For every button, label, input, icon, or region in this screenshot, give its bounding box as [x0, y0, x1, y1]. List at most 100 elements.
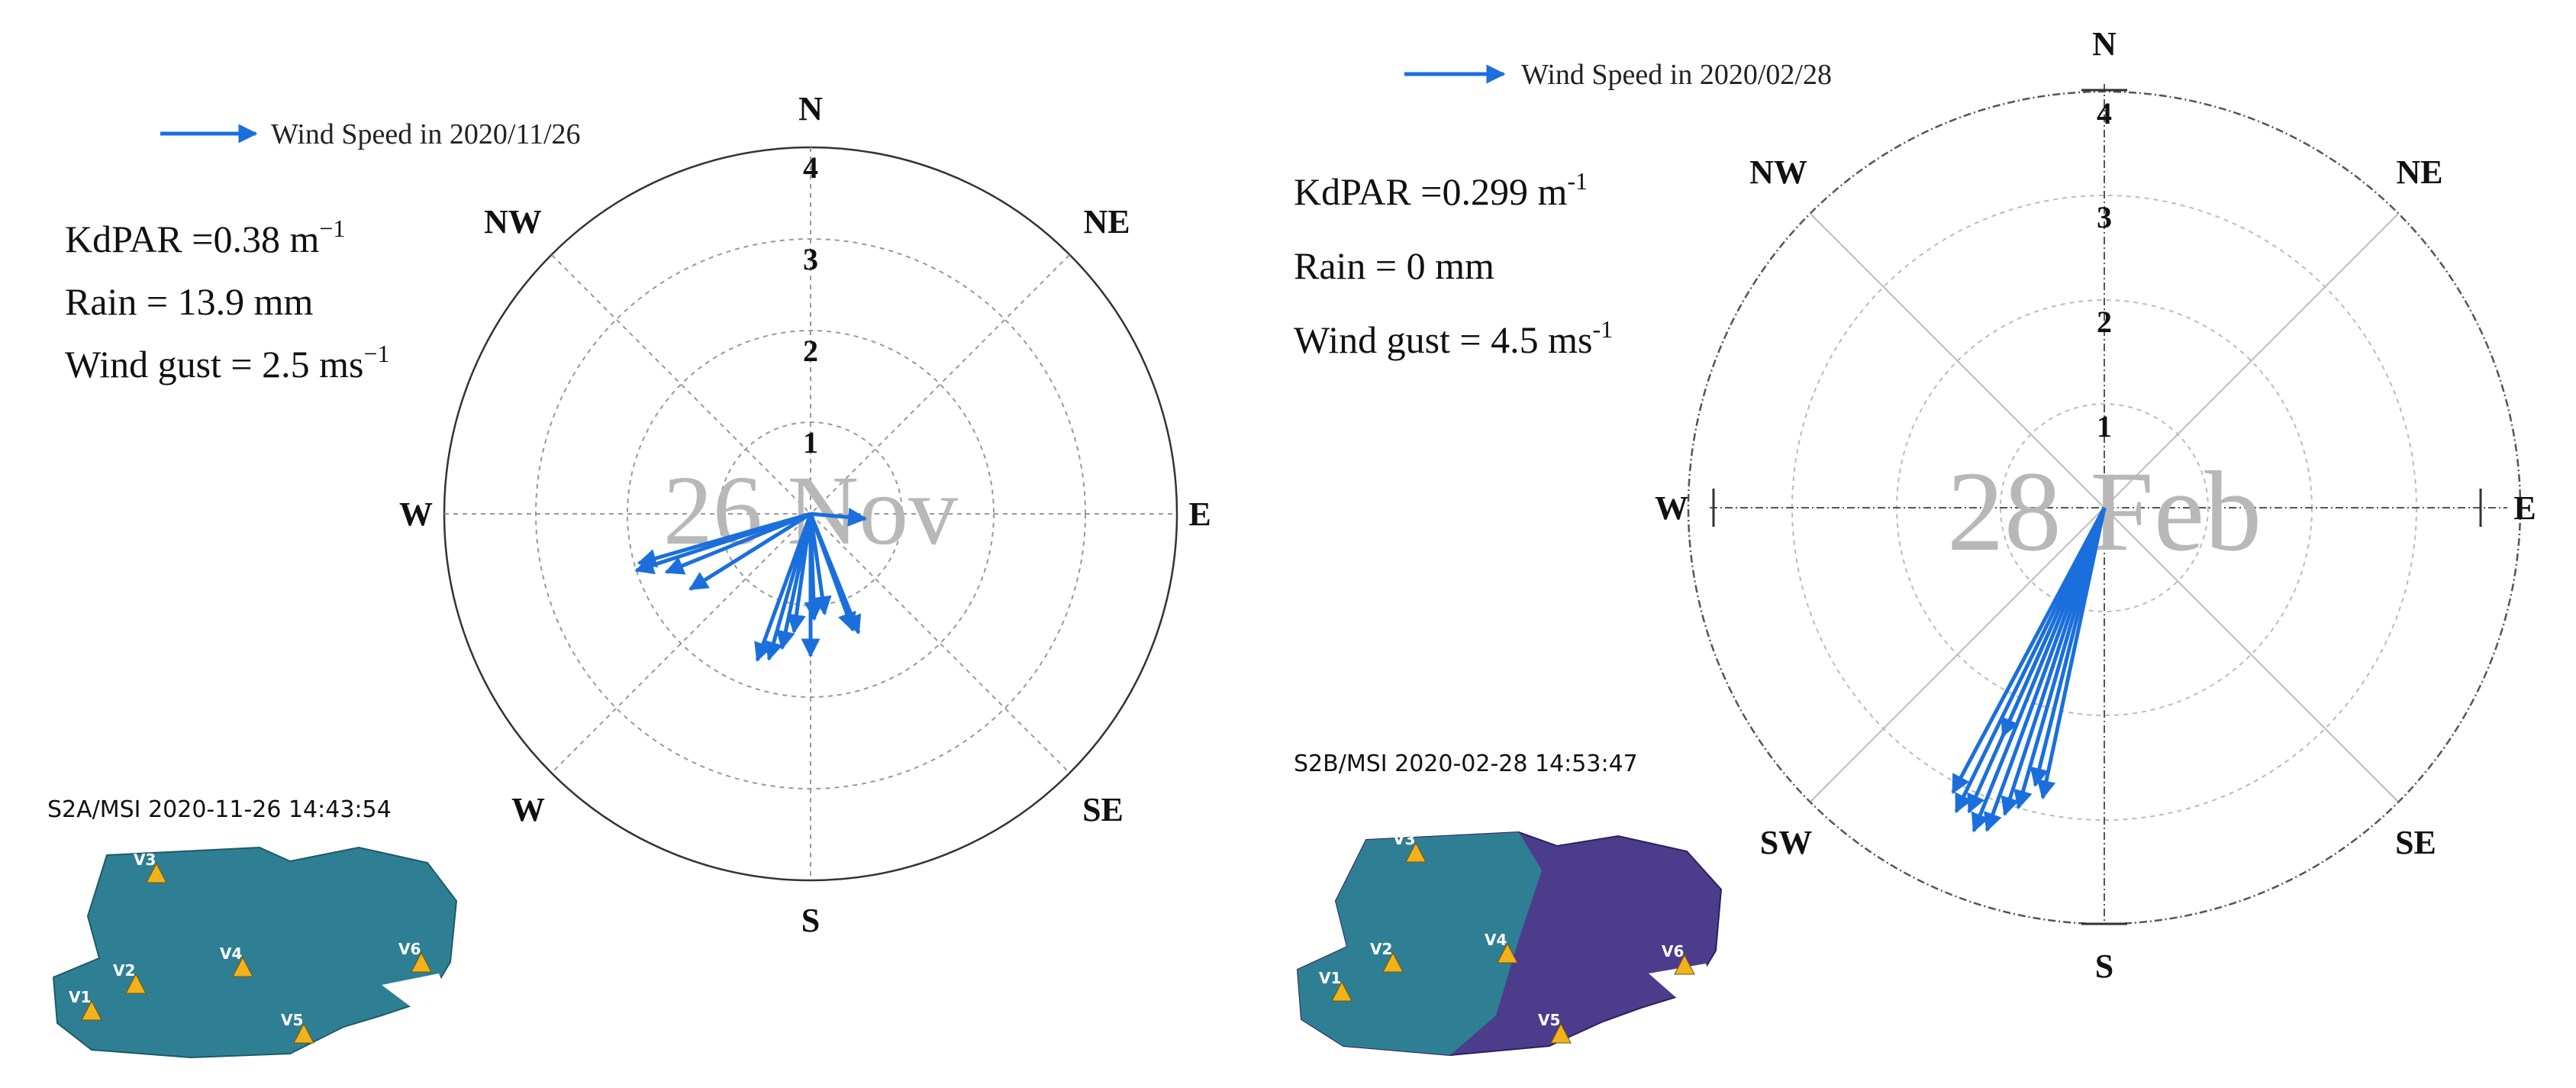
station-label-v3: V3	[134, 851, 156, 869]
wind-vectors-nov	[634, 507, 868, 663]
radial-tick-4-nov: 4	[803, 150, 818, 185]
radial-tick-4-feb: 4	[2097, 96, 2112, 131]
station-marker-v6	[411, 951, 432, 973]
gust-unit-sup-feb: -1	[1592, 315, 1613, 343]
wind-vector-4	[688, 512, 812, 591]
wind-vector-11	[808, 513, 832, 616]
stats-feb: KdPAR =0.299 m-1 Rain = 0 mm Wind gust =…	[1294, 167, 1613, 361]
station-marker-v2	[125, 973, 147, 994]
gust-text-nov: Wind gust = 2.5 ms−1	[65, 340, 390, 386]
radial-tick-1-nov: 1	[803, 425, 818, 460]
station-marker-v1	[1331, 980, 1352, 1002]
radial-tick-3-feb: 3	[2097, 200, 2112, 234]
dir-label-s-nov: S	[801, 902, 820, 939]
kdpar-unit-sup-nov: −1	[319, 215, 345, 242]
station-label-v3: V3	[1393, 830, 1415, 848]
station-label-v4: V4	[220, 944, 242, 963]
radial-tick-1-feb: 1	[2097, 409, 2112, 444]
kdpar-text-feb: KdPAR =0.299 m-1	[1294, 167, 1588, 213]
radial-ticks-nov: 1 2 3 4	[803, 150, 818, 460]
wind-vector-8	[787, 513, 813, 634]
satellite-title-nov: S2A/MSI 2020-11-26 14:43:54	[47, 796, 392, 823]
wind-vector-9	[2036, 507, 2107, 800]
lake-map-nov	[52, 846, 458, 1059]
station-label-v1: V1	[1319, 969, 1341, 987]
panel-feb: Wind Speed in 2020/02/28 KdPAR =0.299 m-…	[1294, 25, 2536, 1057]
panel-nov: Wind Speed in 2020/11/26 KdPAR =0.38 m−1…	[47, 90, 1211, 1059]
station-marker-v5	[293, 1022, 314, 1044]
rain-text-nov: Rain = 13.9 mm	[65, 280, 314, 323]
station-label-v5: V5	[281, 1011, 303, 1029]
wind-vector-3	[664, 512, 811, 575]
station-marker-v4	[1497, 942, 1518, 964]
station-label-v1: V1	[69, 988, 91, 1006]
dir-label-e-nov: E	[1188, 496, 1211, 533]
kdpar-label-nov: KdPAR =0.38 m	[65, 218, 319, 260]
station-label-v6: V6	[398, 940, 421, 958]
lake-island-feb	[1649, 964, 1714, 1000]
dir-label-ne-feb: NE	[2396, 153, 2442, 191]
dir-label-sw-nov: W	[511, 791, 545, 828]
wind-vector-5	[1984, 507, 2107, 832]
kdpar-label-feb: KdPAR =0.299 m	[1294, 170, 1567, 213]
rain-text-feb: Rain = 0 mm	[1294, 244, 1494, 287]
stations-nov: V1 V2 V3 V4 V5 V6	[69, 851, 432, 1044]
station-label-v2: V2	[113, 961, 135, 980]
dir-label-se-feb: SE	[2395, 824, 2436, 861]
station-marker-v6	[1674, 954, 1695, 975]
dir-label-e-feb: E	[2513, 489, 2536, 527]
legend-label-nov: Wind Speed in 2020/11/26	[271, 118, 581, 150]
dir-label-n-feb: N	[2092, 25, 2117, 63]
dir-label-nw-feb: NW	[1749, 153, 1807, 191]
kdpar-text-nov: KdPAR =0.38 m−1	[65, 215, 345, 260]
axis-nwse-nov	[551, 254, 1070, 773]
station-marker-v3	[146, 862, 167, 883]
gust-label-feb: Wind gust = 4.5 ms	[1294, 318, 1592, 361]
legend-label-feb: Wind Speed in 2020/02/28	[1521, 59, 1832, 91]
lake-island-nov	[382, 973, 447, 1008]
legend-feb: Wind Speed in 2020/02/28	[1404, 59, 1832, 91]
station-marker-v2	[1382, 951, 1404, 973]
axis-nesw-nov	[551, 254, 1070, 773]
direction-labels-feb: N NE E SE S SW W NW	[1655, 25, 2536, 985]
satellite-inset-feb: S2B/MSI 2020-02-28 14:53:47 V1 V2 V3 V4 V5 V6	[1294, 751, 1723, 1057]
station-label-v2: V2	[1370, 940, 1392, 958]
gust-unit-sup-nov: −1	[363, 340, 389, 367]
wind-vector-2	[1954, 506, 2107, 814]
wind-vector-10	[2001, 506, 2107, 738]
station-marker-v4	[232, 956, 253, 977]
dir-label-nw-nov: NW	[484, 203, 542, 241]
radial-tick-2-feb: 2	[2097, 305, 2112, 339]
station-marker-v1	[81, 999, 102, 1021]
wind-vector-2	[637, 512, 811, 568]
wind-vectors-feb	[1951, 506, 2107, 833]
dir-label-se-nov: SE	[1082, 791, 1124, 828]
satellite-title-feb: S2B/MSI 2020-02-28 14:53:47	[1294, 751, 1638, 777]
direction-labels-nov: N NE E SE S W W NW	[399, 90, 1211, 939]
gust-label-nov: Wind gust = 2.5 ms	[65, 343, 363, 386]
wind-vector-13	[808, 513, 862, 635]
radial-tick-3-nov: 3	[803, 242, 818, 276]
dir-label-n-nov: N	[798, 90, 823, 128]
legend-nov: Wind Speed in 2020/11/26	[160, 118, 581, 150]
station-marker-v5	[1550, 1022, 1572, 1044]
wind-vector-14	[810, 507, 868, 527]
radial-tick-2-nov: 2	[803, 334, 818, 368]
station-marker-v3	[1405, 841, 1427, 863]
station-label-v4: V4	[1485, 931, 1507, 949]
dir-label-ne-nov: NE	[1083, 203, 1130, 241]
dir-label-w-nov: W	[399, 496, 433, 533]
stations-feb: V1 V2 V3 V4 V5 V6	[1319, 830, 1695, 1044]
dir-label-sw-feb: SW	[1760, 824, 1812, 861]
satellite-inset-nov: S2A/MSI 2020-11-26 14:43:54 V1 V2 V3 V4 V5 V6	[47, 796, 458, 1059]
stats-nov: KdPAR =0.38 m−1 Rain = 13.9 mm Wind gust…	[65, 215, 390, 386]
dir-label-s-feb: S	[2095, 948, 2113, 985]
wind-vector-4	[1971, 507, 2107, 833]
station-label-v5: V5	[1538, 1011, 1560, 1029]
station-label-v6: V6	[1662, 942, 1684, 960]
ring-1-feb	[2000, 403, 2209, 612]
radial-ticks-feb: 1 2 3 4	[2097, 96, 2112, 444]
dir-label-w-feb: W	[1655, 489, 1688, 527]
gust-text-feb: Wind gust = 4.5 ms-1	[1294, 315, 1613, 361]
